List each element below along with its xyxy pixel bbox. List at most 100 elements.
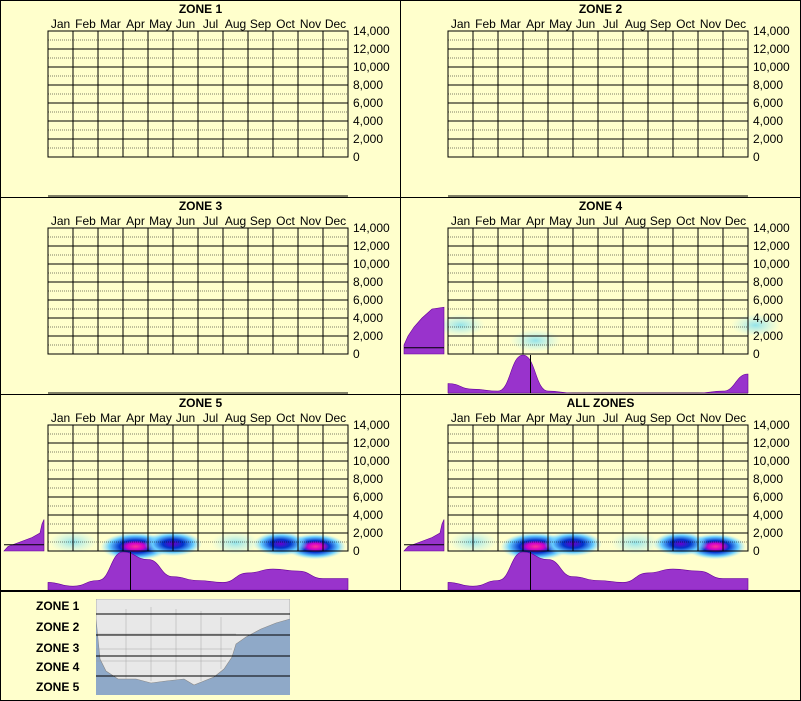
- elevation-tick-label: 6,000: [353, 293, 383, 307]
- plot-border: [47, 227, 349, 355]
- elevation-tick-label: 8,000: [753, 275, 783, 289]
- elevation-tick-label: 8,000: [753, 78, 783, 92]
- elevation-tick-label: 4,000: [353, 508, 383, 522]
- month-tick-label: May: [549, 17, 572, 31]
- elevation-tick-label: 0: [353, 150, 360, 164]
- plot-border: [447, 227, 749, 355]
- month-tick-label: Sep: [250, 214, 272, 228]
- month-tick-label: Jan: [51, 17, 70, 31]
- elevation-tick-label: 2,000: [753, 132, 783, 146]
- month-tick-label: Apr: [126, 17, 145, 31]
- zone-lines: [96, 613, 290, 677]
- elevation-tick-label: 0: [753, 347, 760, 361]
- heat-blob: [653, 531, 708, 556]
- elevation-tick-label: 6,000: [753, 293, 783, 307]
- month-tick-label: Dec: [725, 214, 746, 228]
- month-tick-label: Dec: [325, 17, 346, 31]
- chart-title: ZONE 1: [178, 2, 223, 16]
- us-zone-map: [96, 599, 290, 695]
- month-tick-label: Oct: [676, 411, 695, 425]
- elevation-tick-label: 4,000: [353, 114, 383, 128]
- month-tick-label: Jul: [203, 214, 218, 228]
- elevation-tick-label: 2,000: [353, 526, 383, 540]
- heat-blob: [510, 329, 561, 352]
- chart-panel-5: ZONE 5 Jan Feb Mar Apr May Jun Jul Aug Sep Oct Nov D…: [0, 394, 401, 592]
- chart-svg: Jan Feb Mar Apr May Jun Jul Aug Sep Oct Nov Dec 14,0…: [447, 17, 790, 197]
- map-land: [96, 599, 290, 686]
- month-tick-label: Oct: [676, 17, 695, 31]
- chart-svg: Jan Feb Mar Apr May Jun Jul Aug Sep Oct Nov Dec 14,0…: [47, 17, 390, 197]
- month-tick-label: Mar: [100, 411, 121, 425]
- chart-svg: Jan Feb Mar Apr May Jun Jul Aug Sep Oct Nov Dec 14,0…: [47, 214, 390, 394]
- month-tick-label: Aug: [625, 17, 646, 31]
- elevation-tick-label: 4,000: [753, 508, 783, 522]
- month-tick-label: Oct: [276, 17, 295, 31]
- month-tick-label: May: [149, 17, 172, 31]
- month-tick-label: Jan: [51, 214, 70, 228]
- elevation-tick-label: 12,000: [753, 436, 790, 450]
- month-tick-label: Nov: [700, 411, 721, 425]
- month-tick-label: Feb: [475, 17, 496, 31]
- month-tick-label: Sep: [250, 17, 272, 31]
- month-tick-label: Jun: [176, 17, 195, 31]
- map-state-borders: [96, 607, 236, 681]
- chart-title: ZONE 4: [578, 199, 623, 213]
- elevation-tick-label: 14,000: [353, 221, 390, 235]
- month-tick-label: May: [149, 411, 172, 425]
- month-tick-label: Sep: [650, 17, 672, 31]
- month-tick-label: Jul: [603, 17, 618, 31]
- legend-zone-2: ZONE 2: [36, 620, 80, 634]
- month-tick-label: Jun: [576, 214, 595, 228]
- elevation-tick-label: 0: [353, 347, 360, 361]
- month-tick-label: Jan: [451, 17, 470, 31]
- month-tick-label: May: [149, 214, 172, 228]
- chart-panel-1: ZONE 1 Jan Feb Mar Apr May Jun Jul Aug Sep Oct Nov D…: [0, 0, 401, 198]
- month-tick-label: Sep: [250, 411, 272, 425]
- plot-border: [47, 424, 349, 552]
- month-tick-label: Feb: [475, 214, 496, 228]
- elevation-tick-label: 6,000: [753, 490, 783, 504]
- heat-blob: [253, 531, 308, 556]
- month-tick-label: Dec: [725, 411, 746, 425]
- elevation-tick-label: 14,000: [753, 24, 790, 38]
- month-tick-label: Aug: [225, 411, 246, 425]
- month-tick-label: Apr: [526, 214, 545, 228]
- elevation-tick-label: 12,000: [753, 239, 790, 253]
- elevation-tick-label: 0: [753, 544, 760, 558]
- month-tick-label: Sep: [650, 214, 672, 228]
- month-tick-label: Feb: [75, 411, 96, 425]
- elevation-distribution-profile: [403, 306, 445, 355]
- plot-border: [447, 424, 749, 552]
- month-tick-label: Mar: [500, 17, 521, 31]
- chart-panel-4: ZONE 4 Jan Feb Mar Apr May Jun Jul Aug Sep Oct Nov D…: [400, 197, 801, 395]
- chart-panel-2: ZONE 2 Jan Feb Mar Apr May Jun Jul Aug Sep Oct Nov D…: [400, 0, 801, 198]
- elevation-tick-label: 0: [353, 544, 360, 558]
- elevation-tick-label: 8,000: [353, 78, 383, 92]
- plot-border: [447, 30, 749, 158]
- month-tick-label: Dec: [325, 214, 346, 228]
- elevation-tick-label: 10,000: [753, 454, 790, 468]
- month-tick-label: Oct: [676, 214, 695, 228]
- month-tick-label: Aug: [625, 411, 646, 425]
- elevation-tick-label: 12,000: [353, 436, 390, 450]
- elevation-tick-label: 2,000: [353, 132, 383, 146]
- plot-border: [47, 30, 349, 158]
- month-tick-label: Jul: [203, 411, 218, 425]
- elevation-tick-label: 10,000: [353, 60, 390, 74]
- month-tick-label: Aug: [225, 214, 246, 228]
- month-tick-label: Jan: [451, 214, 470, 228]
- chart-panel-6: ALL ZONES Jan Feb Mar Apr May Jun Jul Aug Sep Oct N…: [400, 394, 801, 592]
- month-tick-label: Mar: [500, 411, 521, 425]
- month-distribution-profile: [47, 551, 349, 591]
- elevation-tick-label: 4,000: [353, 311, 383, 325]
- month-distribution-profile: [447, 354, 749, 394]
- month-tick-label: Nov: [700, 214, 721, 228]
- elevation-tick-label: 14,000: [753, 418, 790, 432]
- elevation-tick-label: 12,000: [753, 42, 790, 56]
- month-tick-label: Jul: [203, 17, 218, 31]
- month-tick-label: Jul: [603, 214, 618, 228]
- legend-zone-4: ZONE 4: [36, 660, 80, 674]
- elevation-tick-label: 10,000: [753, 257, 790, 271]
- month-tick-label: Jun: [576, 17, 595, 31]
